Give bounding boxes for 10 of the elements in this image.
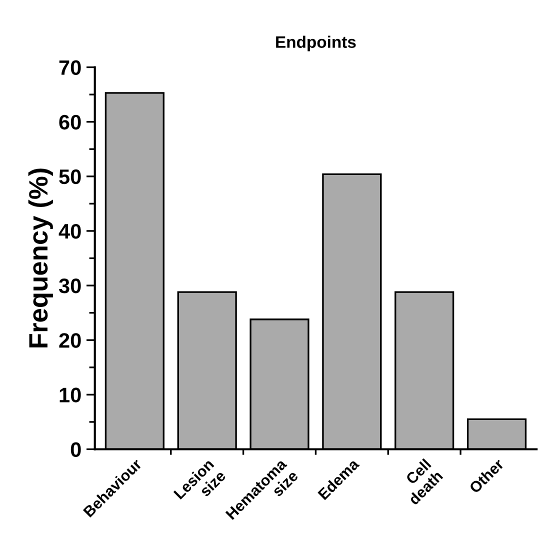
y-tick-label: 60 (59, 114, 81, 130)
y-tick-label: 10 (60, 388, 81, 402)
y-axis-title: Frequency (%) (28, 168, 53, 348)
y-tick-label: 30 (58, 278, 81, 294)
y-tick-label: 20 (59, 333, 81, 348)
y-tick-label: 40 (58, 224, 81, 239)
y-tick-label: 0 (70, 442, 81, 457)
chart-title: Endpoints (276, 36, 356, 52)
y-tick-label: 70 (59, 60, 81, 76)
y-tick-label: 50 (59, 169, 81, 184)
